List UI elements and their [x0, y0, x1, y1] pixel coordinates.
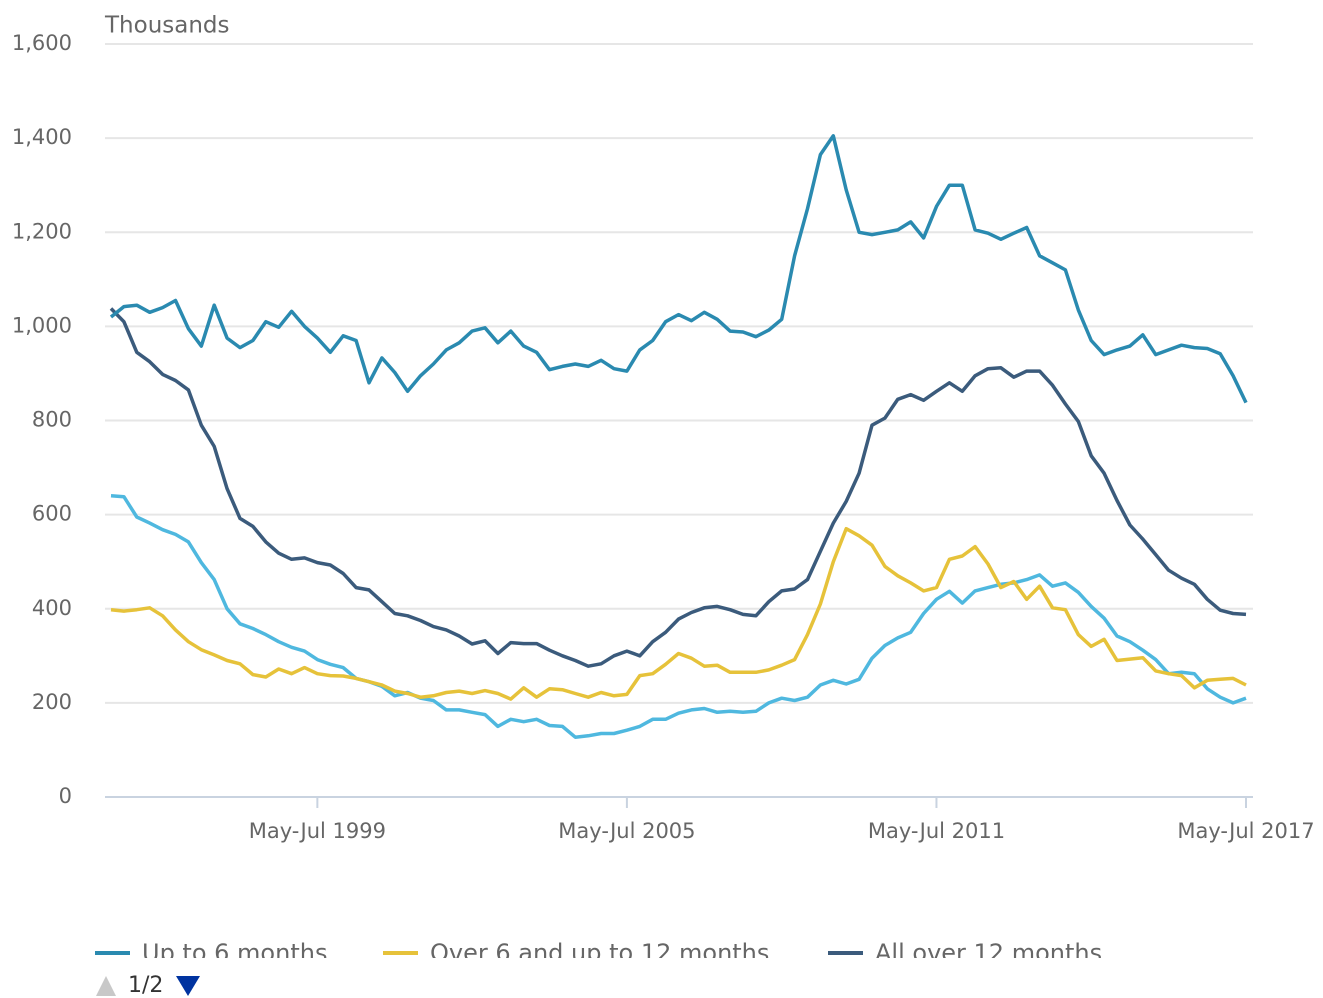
- x-tick-label: May-Jul 1999: [249, 819, 386, 843]
- series-line: [109, 134, 1248, 404]
- legend: Up to 6 months Over 6 and up to 12 months…: [95, 939, 1102, 967]
- x-tick-label: May-Jul 2017: [1177, 819, 1314, 843]
- series-line: [110, 526, 1247, 701]
- series-line: [109, 307, 1247, 668]
- x-tick-label: May-Jul 2005: [558, 819, 695, 843]
- legend-label: Up to 6 months: [142, 939, 327, 967]
- y-tick-label: 200: [32, 690, 72, 714]
- y-tick-label: 1,000: [12, 313, 72, 337]
- legend-label: All over 12 months: [875, 939, 1102, 967]
- y-tick-label: 1,200: [12, 219, 72, 243]
- pager-down[interactable]: [176, 976, 200, 996]
- pager-text: 1/2: [128, 973, 163, 998]
- y-tick-label: 800: [32, 408, 72, 432]
- x-tick-label: May-Jul 2011: [868, 819, 1005, 843]
- y-axis-label: Thousands: [104, 13, 230, 39]
- series-line: [110, 494, 1247, 739]
- y-tick-label: 600: [32, 502, 72, 526]
- y-tick-label: 0: [59, 784, 72, 808]
- y-tick-label: 1,600: [12, 31, 72, 55]
- pager-up[interactable]: [96, 976, 116, 996]
- y-tick-label: 400: [32, 596, 72, 620]
- y-tick-label: 1,400: [12, 125, 72, 149]
- legend-label: Over 6 and up to 12 months: [430, 939, 769, 967]
- lines: [109, 134, 1248, 739]
- grid: 0 200 400 600 800 1,000 1,200 1,400 1,600 May-Jul…: [12, 31, 1315, 843]
